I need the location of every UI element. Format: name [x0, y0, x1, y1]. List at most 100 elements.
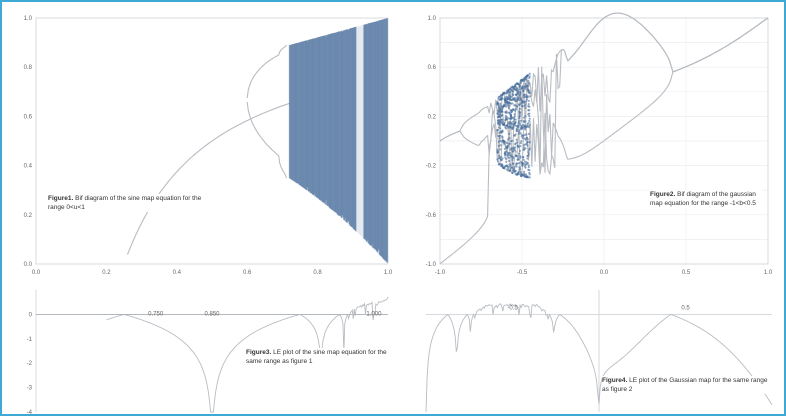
- chaos-point: [514, 98, 517, 101]
- chaos-point: [518, 117, 521, 120]
- chaos-point: [517, 132, 521, 135]
- chaos-point: [505, 157, 508, 161]
- y-tick-label: 0.2: [428, 114, 437, 120]
- chaos-point: [514, 169, 517, 173]
- chaos-point: [513, 149, 516, 152]
- period-two-upper-branch: [246, 44, 287, 99]
- chaos-point: [519, 102, 522, 105]
- chaos-point: [515, 93, 518, 97]
- chaos-point: [500, 114, 504, 117]
- chaos-point: [523, 170, 526, 173]
- lyapunov-gaussian-chart: -0.5 0.5: [425, 290, 773, 413]
- chaos-point: [518, 111, 521, 114]
- chaos-point: [498, 136, 501, 140]
- y-tick-label: -3: [27, 386, 33, 392]
- chaos-point: [518, 130, 521, 134]
- x-tick-label: 0.0: [600, 270, 609, 276]
- chaos-point: [511, 149, 514, 153]
- chaos-point: [526, 138, 529, 141]
- y-tick-label: -2: [27, 361, 33, 367]
- chaos-point: [499, 102, 502, 105]
- chaos-point: [527, 154, 530, 157]
- x-tick-label: 0.5: [682, 270, 691, 276]
- chaos-point: [524, 103, 527, 106]
- chaos-point: [496, 148, 499, 151]
- figure3-caption-text: LE plot of the sine map equation for the…: [246, 349, 387, 365]
- chaos-point: [512, 126, 515, 129]
- chaos-point: [510, 166, 514, 169]
- chaos-point: [526, 144, 529, 147]
- chaos-point: [517, 90, 520, 93]
- chaos-point: [524, 173, 528, 176]
- chaos-point: [517, 95, 520, 99]
- chaos-point: [518, 122, 521, 125]
- chaos-point: [507, 138, 510, 141]
- chaos-point: [528, 105, 531, 108]
- chaos-point: [524, 93, 527, 96]
- chaos-point: [528, 114, 531, 118]
- chaos-point: [518, 114, 521, 118]
- bifurcation-sine-panel: 0.0 0.2 0.4 0.6 0.8 1.0 0.0 0.2 0.4 0.6 0.8 1.0 Fig…: [6, 6, 404, 282]
- x-tick-label: 0.4: [173, 270, 182, 276]
- y-tick-label: 1.0: [428, 16, 437, 22]
- chaos-point: [515, 105, 519, 108]
- chaos-point: [515, 162, 519, 165]
- chaos-point: [503, 121, 506, 125]
- chaos-point: [526, 161, 529, 165]
- lyapunov-sine-chart: 0 -1 -2 -3 -4 0.750 0.850 1.000: [27, 290, 389, 414]
- chaos-point: [528, 124, 531, 127]
- figure3-caption-label: Figure3.: [246, 349, 272, 356]
- chaos-point: [505, 160, 508, 163]
- chaos-point: [524, 115, 527, 118]
- chaos-point: [515, 107, 518, 111]
- chaos-point: [522, 158, 525, 161]
- chaos-point: [508, 159, 511, 163]
- chaos-point: [512, 93, 515, 96]
- chaos-point: [511, 139, 514, 142]
- figure2-caption-text: Bif diagram of the gaussian map equation…: [650, 191, 756, 207]
- chaos-point: [496, 158, 499, 161]
- chaos-point: [519, 90, 522, 94]
- chaos-point: [518, 113, 521, 116]
- chaos-point: [497, 154, 500, 157]
- chaos-point: [501, 97, 504, 100]
- fixed-point-branch: [126, 102, 290, 255]
- chaos-point: [513, 113, 516, 116]
- y-tick-label: 0.2: [24, 213, 33, 219]
- chaos-point: [511, 102, 514, 105]
- chaos-point: [525, 98, 529, 101]
- y-tick-label: -4: [27, 410, 33, 414]
- y-tick-label: -1.0: [426, 262, 437, 268]
- chaos-point: [512, 162, 515, 165]
- chaos-point: [528, 169, 531, 172]
- chaos-point: [499, 144, 502, 147]
- chaos-point: [524, 106, 527, 110]
- chaos-point: [522, 156, 525, 159]
- chaos-point: [514, 85, 517, 88]
- chaos-point: [509, 90, 512, 94]
- chaos-point: [497, 160, 500, 163]
- chaos-point: [501, 129, 504, 132]
- chaos-point: [515, 138, 518, 141]
- chaos-point: [526, 84, 529, 87]
- figure3-caption: Figure3. LE plot of the sine map equatio…: [246, 348, 396, 366]
- chaos-point: [513, 165, 516, 168]
- chaos-point: [526, 176, 529, 179]
- chaos-point: [503, 147, 506, 151]
- x-tick-label: 1.0: [764, 270, 773, 276]
- chaos-point: [513, 115, 516, 118]
- chaos-point: [509, 164, 512, 167]
- chaos-point: [523, 80, 526, 83]
- chaos-point: [519, 82, 522, 85]
- chaos-point: [501, 120, 504, 123]
- chaos-point: [499, 148, 502, 151]
- chaos-point: [524, 127, 527, 131]
- chaos-point: [528, 92, 531, 95]
- y-tick-label: 0.6: [24, 114, 33, 120]
- y-tick-label: 0.4: [24, 164, 33, 170]
- chaos-point: [517, 173, 520, 176]
- chaos-point: [527, 102, 530, 106]
- chaos-point: [508, 165, 511, 168]
- chaos-point: [520, 140, 523, 143]
- chaos-point: [506, 111, 509, 114]
